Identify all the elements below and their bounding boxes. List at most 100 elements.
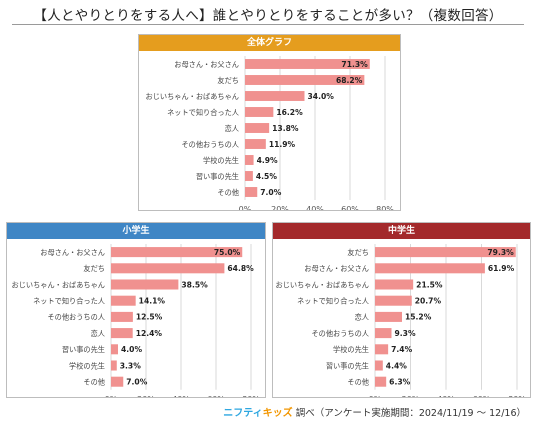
- value-label: 9.3%: [395, 329, 416, 338]
- elementary-chart-title: 小学生: [7, 223, 265, 239]
- bar: [245, 139, 266, 149]
- category-label: 習い事の先生: [196, 172, 239, 181]
- overall-chart-panel: 全体グラフ 0% 20% 40% 60% 80% お母さん・お父さん 71.3% 友だち 68.…: [138, 34, 401, 211]
- bar: [111, 263, 225, 274]
- category-label: おじいちゃん・おばあちゃん: [276, 280, 369, 289]
- bar: [375, 295, 412, 306]
- brand-name-part1: ニフティ: [223, 408, 263, 419]
- junior-high-chart-title: 中学生: [273, 223, 530, 239]
- category-label: その他おうちの人: [311, 329, 369, 338]
- value-label: 13.8%: [272, 124, 299, 133]
- junior-high-chart-panel: 中学生 0% 20% 40% 60% 80% 友だち 79.3% お母さん・お父さん 61.9%…: [272, 222, 531, 398]
- bar: [111, 376, 124, 387]
- survey-period-text: 調べ（アンケート実施期間：2024/11/19 〜 12/16）: [295, 408, 526, 419]
- x-tick-label: 80%: [376, 205, 394, 210]
- category-label: ネットで知り合った人: [33, 297, 105, 306]
- bar: [375, 311, 402, 322]
- x-tick-label: 40%: [306, 205, 324, 210]
- bar: [245, 91, 305, 101]
- bar: [375, 279, 414, 290]
- bar: [111, 344, 118, 355]
- value-label: 64.8%: [227, 264, 254, 273]
- brand-name-part2: キッズ: [262, 408, 293, 419]
- x-tick-label: 80%: [242, 395, 260, 397]
- category-label: ネットで知り合った人: [297, 297, 369, 306]
- bar: [245, 107, 274, 117]
- bar: [375, 360, 383, 371]
- bar: [245, 59, 370, 69]
- bar: [111, 247, 243, 258]
- category-label: 友だち: [347, 248, 369, 257]
- bar: [245, 171, 253, 181]
- bar: [111, 328, 133, 339]
- value-label: 71.3%: [341, 60, 368, 69]
- elementary-chart-panel: 小学生 0% 20% 40% 60% 80% お母さん・お父さん 75.0% 友だち 64.8%…: [6, 222, 266, 398]
- overall-bar-chart: 0% 20% 40% 60% 80% お母さん・お父さん 71.3% 友だち 68.2% おじいち…: [146, 56, 394, 210]
- source-footer: ニフティキッズ 調べ（アンケート実施期間：2024/11/19 〜 12/16）: [223, 404, 526, 419]
- x-tick-label: 20%: [137, 395, 155, 397]
- category-label: おじいちゃん・おばあちゃん: [12, 280, 105, 289]
- category-label: お母さん・お父さん: [174, 60, 239, 69]
- value-label: 20.7%: [415, 297, 442, 306]
- category-label: お母さん・お父さん: [304, 264, 369, 273]
- bar: [111, 295, 136, 306]
- value-label: 15.2%: [405, 313, 432, 322]
- value-label: 21.5%: [416, 280, 443, 289]
- value-label: 12.5%: [136, 313, 163, 322]
- bar: [375, 376, 387, 387]
- x-tick-label: 40%: [172, 395, 190, 397]
- elementary-bar-chart: 0% 20% 40% 60% 80% お母さん・お父さん 75.0% 友だち 64.8% おじいち…: [12, 244, 260, 397]
- value-label: 7.4%: [391, 345, 412, 354]
- category-label: お母さん・お父さん: [40, 248, 105, 257]
- x-tick-label: 60%: [207, 395, 225, 397]
- value-label: 4.5%: [256, 172, 277, 181]
- bar: [375, 328, 392, 339]
- value-label: 7.0%: [126, 378, 147, 387]
- x-tick-label: 60%: [341, 205, 359, 210]
- category-label: 友だち: [217, 76, 239, 85]
- value-label: 3.3%: [120, 361, 141, 370]
- title-divider: [12, 24, 524, 25]
- category-label: 恋人: [225, 124, 239, 133]
- bar: [375, 247, 516, 258]
- x-tick-label: 0%: [105, 395, 118, 397]
- value-label: 34.0%: [308, 92, 335, 101]
- value-label: 7.0%: [260, 188, 281, 197]
- x-tick-label: 20%: [271, 205, 289, 210]
- category-label: 恋人: [355, 313, 369, 322]
- page-title: 【人とやりとりをする人へ】誰とやりとりをすることが多い？（複数回答）: [33, 8, 503, 24]
- category-label: その他: [347, 378, 369, 387]
- category-label: 友だち: [83, 264, 105, 273]
- bar: [111, 311, 133, 322]
- value-label: 4.9%: [257, 156, 278, 165]
- value-label: 38.5%: [181, 280, 208, 289]
- value-label: 4.4%: [386, 361, 407, 370]
- bar: [245, 123, 270, 133]
- junior-high-bar-chart: 0% 20% 40% 60% 80% 友だち 79.3% お母さん・お父さん 61.9% おじいち…: [276, 244, 526, 397]
- x-tick-label: 40%: [437, 395, 455, 397]
- category-label: 恋人: [91, 329, 105, 338]
- category-label: その他おうちの人: [181, 140, 239, 149]
- category-label: その他: [217, 188, 239, 197]
- category-label: 習い事の先生: [62, 345, 105, 354]
- category-label: おじいちゃん・おばあちゃん: [146, 92, 239, 101]
- value-label: 4.0%: [121, 345, 142, 354]
- value-label: 12.4%: [136, 329, 163, 338]
- bar: [111, 360, 117, 371]
- x-tick-label: 0%: [369, 395, 382, 397]
- value-label: 16.2%: [276, 108, 303, 117]
- bar: [245, 155, 254, 165]
- x-tick-label: 60%: [473, 395, 491, 397]
- category-label: 学校の先生: [333, 345, 369, 354]
- category-label: 学校の先生: [69, 361, 105, 370]
- overall-chart-title: 全体グラフ: [139, 35, 400, 51]
- x-tick-label: 80%: [508, 395, 526, 397]
- bar: [245, 75, 365, 85]
- category-label: ネットで知り合った人: [167, 108, 239, 117]
- value-label: 11.9%: [269, 140, 296, 149]
- x-tick-label: 0%: [239, 205, 252, 210]
- bar: [111, 279, 179, 290]
- category-label: その他おうちの人: [47, 313, 105, 322]
- bar: [375, 263, 485, 274]
- value-label: 6.3%: [389, 378, 410, 387]
